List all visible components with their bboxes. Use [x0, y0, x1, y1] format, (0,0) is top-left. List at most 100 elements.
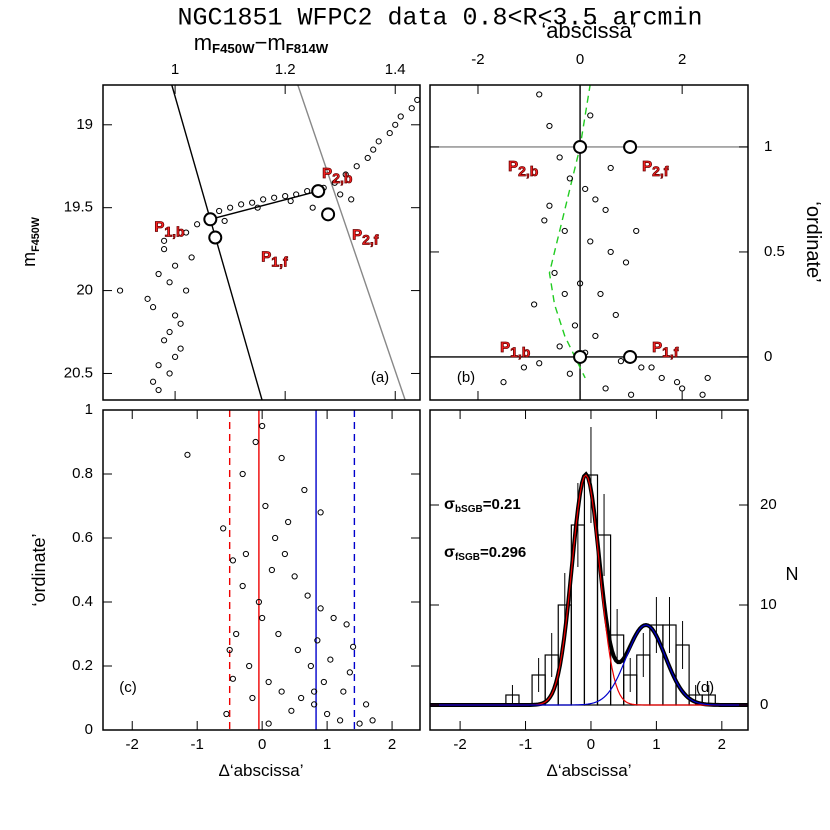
point — [536, 91, 543, 98]
point-label-main: P — [652, 339, 662, 356]
point — [349, 643, 357, 650]
key-point — [321, 207, 336, 222]
point-label-sub: 2,f — [652, 163, 669, 179]
point — [566, 370, 573, 377]
point — [171, 262, 179, 269]
point — [220, 525, 227, 532]
point — [607, 248, 614, 256]
point — [311, 688, 318, 695]
point — [298, 694, 305, 702]
point — [166, 279, 173, 286]
point — [278, 454, 285, 462]
point-label-main: P — [352, 226, 362, 243]
point-label: P1,b — [154, 218, 184, 239]
point — [551, 269, 558, 277]
x-tick-label: 2 — [718, 736, 726, 753]
y-tick-label: 0 — [85, 721, 93, 738]
x-tick-label: 1.4 — [385, 61, 406, 78]
fit-note-main: σ — [444, 544, 455, 561]
point-label-main: P — [642, 158, 652, 175]
point — [364, 154, 371, 162]
point — [408, 105, 415, 112]
panel-frame — [429, 409, 749, 731]
point — [386, 129, 393, 137]
x-tick-label: 2 — [678, 51, 686, 68]
point — [307, 662, 314, 670]
panel-frame — [102, 84, 421, 401]
point — [353, 163, 360, 170]
key-point — [573, 349, 588, 364]
point — [546, 122, 553, 130]
guide-line — [548, 85, 591, 379]
y-tick-label: 0.5 — [764, 243, 785, 260]
point — [362, 701, 370, 708]
point — [281, 550, 288, 558]
fit-curve — [430, 624, 748, 706]
point — [342, 171, 349, 178]
point — [155, 362, 162, 369]
point — [597, 290, 604, 298]
point — [223, 710, 230, 718]
point — [531, 301, 538, 308]
point — [541, 217, 548, 224]
fit-note: σfSGB=0.296 — [444, 544, 526, 563]
y-tick-label: 20.5 — [64, 364, 93, 381]
panel-frame — [429, 84, 749, 401]
point — [160, 237, 168, 244]
point — [166, 328, 173, 336]
point-label-main: P — [261, 248, 271, 265]
point — [612, 311, 619, 319]
y-axis-label: ‘ordinate’ — [802, 201, 824, 282]
point — [320, 678, 327, 686]
point-label-sub: 2,f — [362, 231, 379, 247]
x-axis-label-main: ‘abscissa’ — [541, 18, 636, 43]
point — [288, 707, 295, 714]
point-label-sub: 1,f — [271, 253, 288, 269]
point — [571, 322, 579, 329]
point-label-sub: 1,b — [510, 344, 530, 360]
point — [317, 605, 324, 612]
guide-line — [297, 85, 406, 400]
x-axis-label-sub: F450W — [212, 41, 255, 56]
point — [194, 221, 201, 228]
point — [340, 688, 347, 695]
y-tick-label: 0.2 — [72, 657, 93, 674]
point-label-main: P — [322, 165, 332, 182]
point — [272, 534, 279, 542]
y-tick-label: 19 — [76, 116, 93, 133]
point — [602, 385, 609, 392]
point — [536, 360, 543, 367]
point — [346, 669, 353, 676]
point — [238, 201, 245, 208]
x-tick-label: 1 — [171, 61, 179, 78]
point — [265, 678, 272, 686]
plot-area — [430, 85, 748, 400]
point — [607, 164, 614, 172]
point — [275, 630, 282, 638]
point — [356, 720, 363, 727]
point-label: P2,f — [642, 158, 669, 179]
figure-title: NGC1851 WFPC2 data 0.8<R<3.5 arcmin — [177, 4, 702, 33]
x-axis-label: Δ‘abscissa’ — [218, 761, 303, 780]
point — [221, 217, 228, 225]
point — [246, 662, 253, 670]
point — [561, 227, 568, 235]
point — [704, 374, 711, 382]
y-axis-label-main: m — [19, 252, 39, 267]
key-point — [311, 184, 326, 199]
y-tick-label: 0.8 — [72, 465, 93, 482]
point — [658, 374, 665, 382]
point — [184, 451, 191, 458]
y-tick-label: 0.6 — [72, 529, 93, 546]
y-tick-label: 0 — [764, 348, 772, 365]
point — [242, 550, 250, 558]
point — [183, 287, 190, 294]
x-tick-label: -1 — [191, 736, 204, 753]
x-tick-label: 1 — [652, 736, 660, 753]
y-axis-label-main: N — [786, 564, 799, 584]
point — [183, 229, 190, 236]
point-label: P1,b — [500, 339, 530, 360]
x-tick-label: -2 — [471, 51, 484, 68]
point — [592, 196, 599, 203]
plot-area — [430, 427, 748, 707]
